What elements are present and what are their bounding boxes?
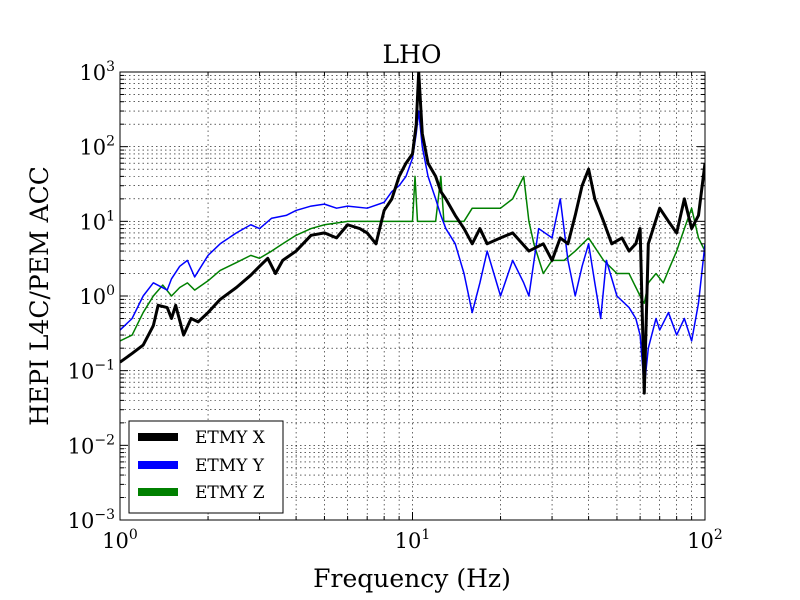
legend-label-etmy-x: ETMY X — [195, 428, 266, 448]
y-tick-label: 10−3 — [68, 507, 115, 533]
x-axis-title: Frequency (Hz) — [313, 564, 511, 593]
x-tick-label: 100 — [102, 527, 138, 553]
y-tick-label: 101 — [79, 208, 115, 234]
series-line-etmy-x — [120, 72, 705, 395]
y-tick-label: 103 — [79, 59, 115, 85]
series-layer — [120, 72, 705, 395]
plot-frame — [119, 71, 706, 521]
legend: ETMY X ETMY Y ETMY Z — [128, 420, 284, 514]
series-line-etmy-y — [120, 110, 705, 388]
chart-title: LHO — [383, 40, 442, 69]
x-tick-label: 101 — [395, 527, 431, 553]
y-axis-title: HEPI L4C/PEM ACC — [25, 166, 54, 426]
y-tick-label: 10−2 — [68, 432, 115, 458]
y-tick-label: 102 — [79, 134, 115, 160]
legend-label-etmy-z: ETMY Z — [195, 483, 265, 503]
y-tick-label: 100 — [79, 283, 115, 309]
legend-label-etmy-y: ETMY Y — [195, 456, 265, 476]
tick-labels: 100 101 102 10−3 10−2 10−1 100 101 102 103 — [68, 59, 723, 553]
x-tick-label: 102 — [687, 527, 723, 553]
y-tick-label: 10−1 — [68, 358, 115, 384]
